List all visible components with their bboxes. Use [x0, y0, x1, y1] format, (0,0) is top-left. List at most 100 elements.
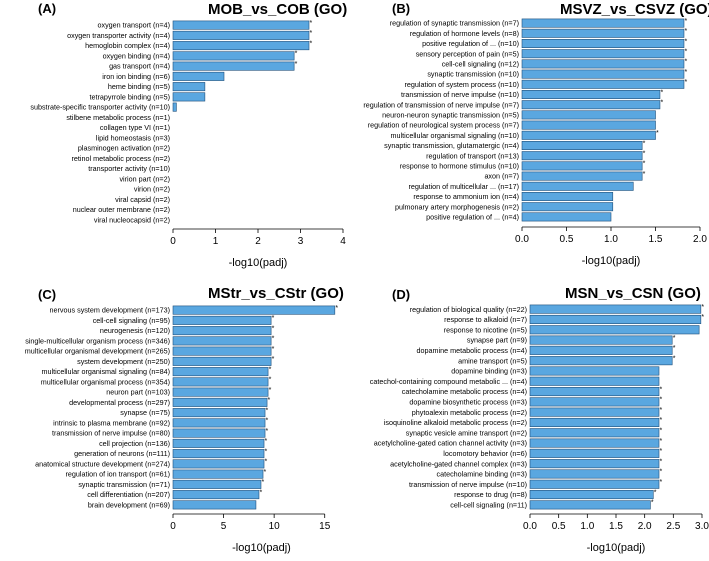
bar — [521, 69, 685, 79]
category-label: regulation of transmission of nerve impu… — [363, 100, 519, 109]
category-label: phytoalexin metabolic process (n=2) — [412, 408, 527, 417]
significance-star: * — [660, 448, 663, 455]
category-label: synaptic vesicle amine transport (n=2) — [406, 428, 527, 437]
x-tick-label: 0 — [170, 521, 176, 532]
significance-star: * — [660, 386, 663, 393]
bar — [529, 428, 660, 438]
bar — [521, 59, 685, 69]
bar — [529, 500, 651, 510]
significance-star: * — [656, 130, 659, 137]
bar — [172, 479, 262, 489]
x-tick-label: 3.0 — [695, 521, 709, 532]
category-label: acetylcholine-gated cation channel activ… — [374, 439, 527, 448]
bar — [521, 49, 685, 59]
category-label: dopamine metabolic process (n=4) — [417, 346, 527, 355]
category-label: cell-cell signaling (n=11) — [450, 500, 527, 509]
x-axis-label: -log10(padj) — [587, 542, 646, 554]
bar — [521, 192, 614, 201]
bar — [521, 18, 685, 28]
significance-star: * — [261, 479, 264, 486]
panel-letter: (C) — [38, 287, 56, 302]
category-label: catecholamine metabolic process (n=4) — [402, 387, 527, 396]
significance-star: * — [660, 397, 663, 404]
significance-star: * — [643, 151, 646, 158]
significance-star: * — [272, 356, 275, 363]
panel-b: (B) MSVZ_vs_CSVZ (GO)*regulation of synap… — [363, 1, 709, 267]
category-label: response to drug (n=8) — [454, 490, 527, 499]
category-label: synapse (n=75) — [120, 408, 170, 417]
category-label: isoquinoline alkaloid metabolic process … — [384, 418, 527, 427]
bar — [172, 408, 266, 418]
category-label: amine transport (n=5) — [458, 356, 527, 365]
bar — [172, 92, 206, 102]
significance-star: * — [701, 314, 704, 321]
bar — [529, 376, 660, 386]
bar — [172, 336, 272, 346]
significance-star: * — [660, 407, 663, 414]
category-label: multicellular organismal development (n=… — [25, 347, 170, 356]
bar — [529, 479, 660, 489]
significance-star: * — [272, 325, 275, 332]
category-label: multicellular organismal signaling (n=10… — [391, 131, 519, 140]
significance-star: * — [265, 448, 268, 455]
panel-letter: (D) — [392, 287, 410, 302]
significance-star: * — [643, 171, 646, 178]
category-label: viral capsid (n=2) — [115, 195, 170, 204]
bar — [521, 161, 643, 171]
bar — [172, 315, 272, 325]
bar — [529, 304, 702, 314]
x-tick-label: 1.0 — [604, 234, 618, 245]
panel-letter: (A) — [38, 1, 56, 16]
category-label: lipid homeostasis (n=3) — [96, 133, 170, 142]
significance-star: * — [266, 407, 269, 414]
bar — [521, 141, 643, 150]
x-tick-label: 10 — [269, 521, 281, 532]
bar — [172, 438, 265, 448]
significance-star: * — [654, 489, 657, 496]
category-label: tetrapyrrole binding (n=5) — [89, 92, 170, 101]
category-label: intrinsic to plasma membrane (n=92) — [53, 418, 170, 427]
bar — [529, 469, 660, 479]
significance-star: * — [265, 459, 268, 466]
significance-star: * — [259, 489, 262, 496]
category-label: multicellular organismal signaling (n=84… — [42, 367, 170, 376]
category-label: substrate-specific transporter activity … — [30, 103, 170, 112]
category-label: regulation of synaptic transmission (n=7… — [390, 19, 519, 28]
significance-star: * — [660, 417, 663, 424]
category-label: nuclear outer membrane (n=2) — [73, 205, 170, 214]
category-label: positive regulation of ... (n=4) — [426, 213, 519, 222]
bar — [521, 28, 685, 38]
category-label: developmental process (n=297) — [69, 398, 170, 407]
bar — [172, 41, 310, 51]
bar — [521, 79, 685, 89]
category-label: dopamine binding (n=3) — [451, 367, 527, 376]
chart-title: MSVZ_vs_CSVZ (GO) — [560, 1, 709, 18]
x-tick-label: 0.5 — [552, 521, 566, 532]
category-label: sensory perception of pain (n=5) — [416, 49, 519, 58]
chart-title: MSN_vs_CSN (GO) — [565, 285, 701, 302]
x-tick-label: 1.5 — [609, 521, 623, 532]
category-label: dopamine biosynthetic process (n=3) — [409, 397, 527, 406]
bar — [172, 367, 269, 377]
category-label: retinol metabolic process (n=2) — [72, 154, 170, 163]
significance-star: * — [269, 387, 272, 394]
x-tick-label: 4 — [340, 236, 346, 247]
significance-star: * — [684, 79, 687, 86]
bar — [172, 418, 266, 428]
bar — [521, 100, 661, 110]
significance-star: * — [660, 469, 663, 476]
bar — [529, 438, 660, 448]
category-label: oxygen binding (n=4) — [103, 51, 170, 60]
bar — [521, 130, 656, 140]
panel-d: (D) MSN_vs_CSN (GO)*regulation of biologi… — [370, 285, 709, 554]
category-label: oxygen transport (n=4) — [97, 21, 170, 30]
bar — [172, 356, 272, 366]
category-label: neuron-neuron synaptic transmission (n=5… — [382, 111, 519, 120]
significance-star: * — [684, 38, 687, 45]
bar — [529, 459, 660, 469]
bar — [172, 459, 265, 469]
panel-c: (C) MStr_vs_CStr (GO) * nervous system deve… — [25, 285, 344, 554]
x-tick-label: 5 — [221, 521, 227, 532]
bar — [529, 314, 702, 324]
significance-star: * — [660, 438, 663, 445]
